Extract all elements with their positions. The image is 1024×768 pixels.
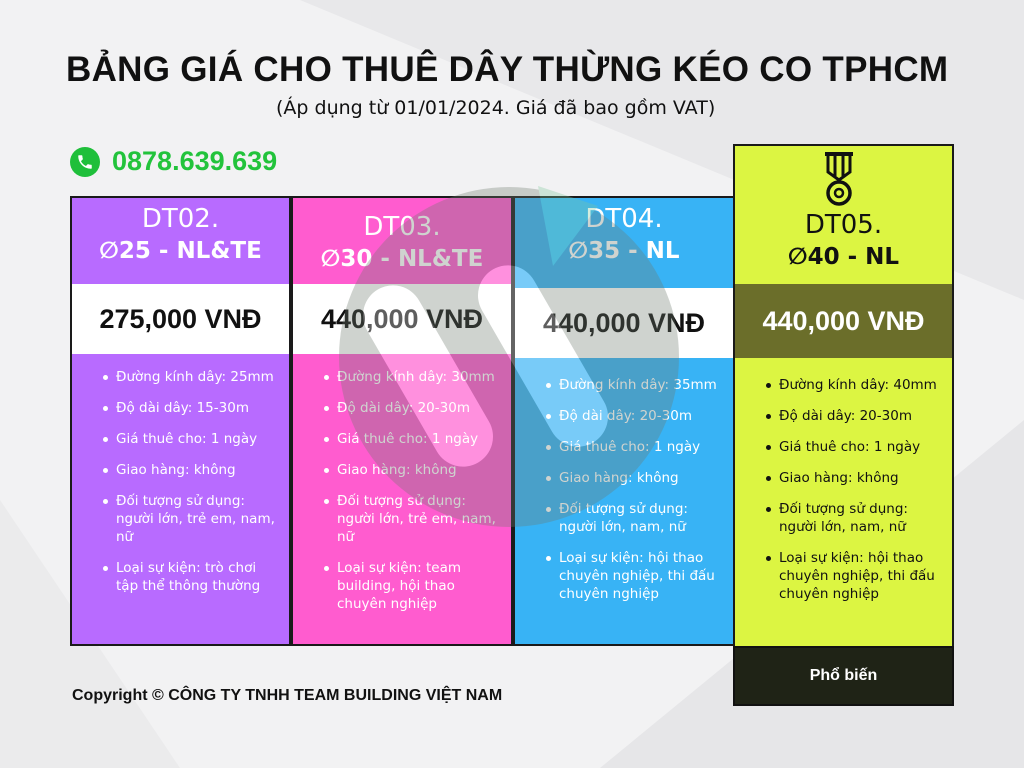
card-header: DT03. ∅30 - NL&TE: [293, 198, 511, 284]
card-diameter: ∅35 - NL: [568, 238, 680, 264]
pricing-card-dt03: DT03. ∅30 - NL&TE 440,000 VNĐ Đường kính…: [291, 196, 513, 646]
feature-item: Độ dài dây: 20-30m: [546, 407, 719, 425]
feature-item: Độ dài dây: 20-30m: [324, 399, 497, 417]
card-diameter: ∅25 - NL&TE: [99, 238, 262, 264]
feature-list: Đường kính dây: 30mm Độ dài dây: 20-30m …: [293, 368, 511, 626]
card-header: DT02. ∅25 - NL&TE: [72, 198, 289, 284]
feature-item: Đối tượng sử dụng: người lớn, nam, nữ: [766, 500, 938, 536]
feature-item: Đối tượng sử dụng: người lớn, nam, nữ: [546, 500, 719, 536]
feature-item: Giao hàng: không: [766, 469, 938, 487]
feature-item: Đường kính dây: 40mm: [766, 377, 937, 393]
feature-item: Loại sự kiện: hội thao chuyên nghiệp, th…: [546, 549, 719, 603]
feature-item: Loại sự kiện: hội thao chuyên nghiệp, th…: [766, 549, 938, 603]
card-price: 275,000 VNĐ: [72, 284, 289, 354]
card-price: 440,000 VNĐ: [515, 288, 733, 358]
feature-item: Đường kính dây: 25mm: [103, 369, 274, 385]
card-code: DT02.: [141, 204, 220, 234]
copyright-text: Copyright © CÔNG TY TNHH TEAM BUILDING V…: [72, 687, 503, 704]
feature-item: Giá thuê cho: 1 ngày: [766, 438, 938, 456]
card-code: DT05.: [804, 210, 883, 240]
card-code: DT03.: [363, 212, 441, 242]
feature-item: Loại sự kiện: trò chơi tập thể thông thư…: [103, 559, 275, 595]
feature-item: Giao hàng: không: [103, 461, 275, 479]
card-code: DT04.: [585, 204, 663, 234]
feature-item: Đối tượng sử dụng: người lớn, trẻ em, na…: [103, 493, 275, 545]
card-header: DT04. ∅35 - NL: [515, 198, 733, 284]
phone-icon: [70, 146, 100, 177]
feature-item: Loại sự kiện: team building, hội thao ch…: [324, 559, 497, 613]
feature-item: Độ dài dây: 15-30m: [103, 399, 275, 417]
phone-number: 0878.639.639: [112, 146, 278, 176]
feature-item: Giao hàng: không: [324, 461, 497, 479]
pricing-card-dt04: DT04. ∅35 - NL 440,000 VNĐ Đường kính dâ…: [513, 196, 735, 646]
page-title: BẢNG GIÁ CHO THUÊ DÂY THỪNG KÉO CO TPHCM: [66, 50, 949, 89]
feature-list: Đường kính dây: 40mm Độ dài dây: 20-30m …: [735, 376, 952, 616]
card-price: 440,000 VNĐ: [735, 284, 952, 358]
medal-icon: [825, 152, 853, 206]
card-header: DT05. ∅40 - NL: [735, 146, 952, 284]
feature-item: Giao hàng: không: [546, 469, 719, 487]
pricing-card-dt05: DT05. ∅40 - NL 440,000 VNĐ Đường kính dâ…: [733, 144, 954, 648]
page-subtitle: (Áp dụng từ 01/01/2024. Giá đã bao gồm V…: [276, 97, 716, 119]
feature-item: Đường kính dây: 30mm: [324, 368, 497, 386]
feature-item: Giá thuê cho: 1 ngày: [324, 430, 497, 448]
feature-item: Giá thuê cho: 1 ngày: [546, 438, 719, 456]
card-diameter: ∅40 - NL: [787, 244, 900, 270]
feature-item: Độ dài dây: 20-30m: [766, 407, 938, 425]
feature-item: Đường kính dây: 35mm: [546, 376, 719, 394]
popular-badge: Phổ biến: [733, 646, 954, 706]
feature-list: Đường kính dây: 25mm Độ dài dây: 15-30m …: [72, 368, 289, 608]
feature-list: Đường kính dây: 35mm Độ dài dây: 20-30m …: [515, 376, 733, 616]
card-diameter: ∅30 - NL&TE: [320, 246, 484, 272]
card-price: 440,000 VNĐ: [293, 284, 511, 354]
feature-item: Giá thuê cho: 1 ngày: [103, 430, 275, 448]
pricing-card-dt02: DT02. ∅25 - NL&TE 275,000 VNĐ Đường kính…: [70, 196, 291, 646]
contact-phone[interactable]: 0878.639.639: [70, 146, 277, 177]
feature-item: Đối tượng sử dụng: người lớn, trẻ em, na…: [324, 493, 496, 545]
